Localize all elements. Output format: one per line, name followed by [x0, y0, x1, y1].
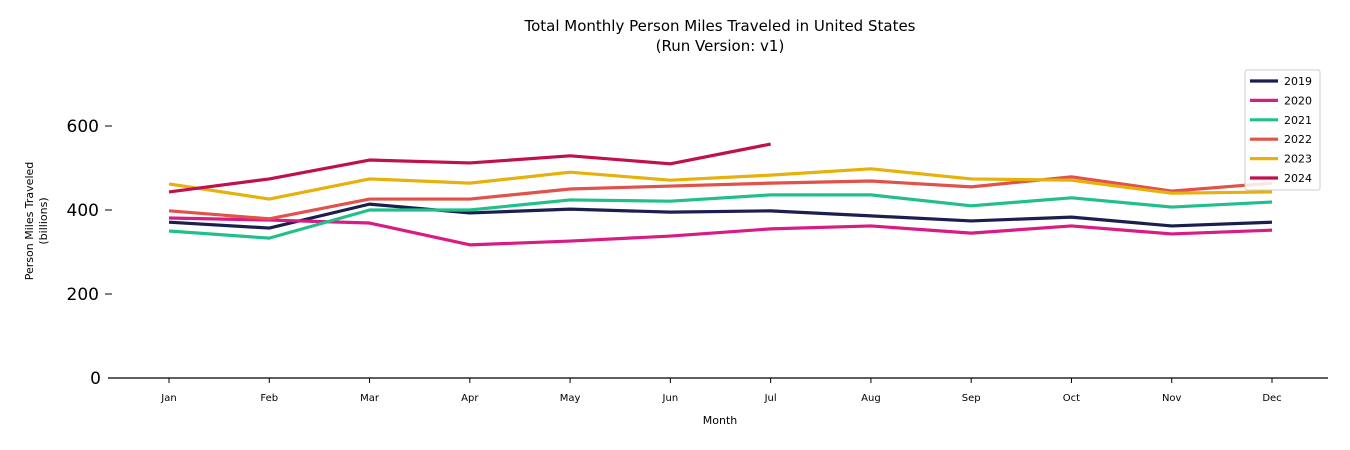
y-tick-label: 0	[90, 369, 101, 389]
x-tick-label: Jan	[160, 393, 176, 404]
x-tick-label: Aug	[861, 393, 881, 404]
y-axis-label: Person Miles Traveled	[23, 162, 36, 281]
series-line-2020	[168, 216, 1273, 247]
chart-subtitle: (Run Version: v1)	[656, 37, 785, 55]
x-tick-label: Apr	[461, 393, 479, 404]
x-tick-label: Jul	[764, 393, 777, 404]
legend-label: 2019	[1284, 75, 1312, 88]
series-line-2019	[168, 202, 1273, 230]
x-tick-label: Oct	[1063, 393, 1080, 404]
chart-title: Total Monthly Person Miles Traveled in U…	[523, 17, 915, 35]
y-axis-label-units: (billions)	[37, 197, 50, 244]
x-axis-label: Month	[703, 414, 738, 427]
series-line-2022	[168, 175, 1273, 221]
x-tick-label: Feb	[260, 393, 278, 404]
legend-label: 2020	[1284, 94, 1312, 107]
y-tick-label: 400	[67, 201, 99, 221]
legend-label: 2022	[1284, 133, 1312, 146]
x-tick-label: Mar	[360, 393, 380, 404]
series-line-2024	[168, 142, 771, 194]
y-tick-label: 600	[67, 117, 99, 137]
x-tick-label: Jun	[662, 393, 679, 404]
y-tick-label: 200	[67, 285, 99, 305]
x-tick-label: Dec	[1262, 393, 1281, 404]
legend-label: 2021	[1284, 114, 1312, 127]
legend-label: 2024	[1284, 172, 1312, 185]
series-line-2023	[168, 167, 1273, 201]
x-tick-label: May	[560, 393, 581, 404]
legend-label: 2023	[1284, 153, 1312, 166]
x-tick-label: Nov	[1162, 393, 1182, 404]
x-tick-label: Sep	[962, 393, 981, 404]
series-line-2021	[168, 193, 1273, 240]
